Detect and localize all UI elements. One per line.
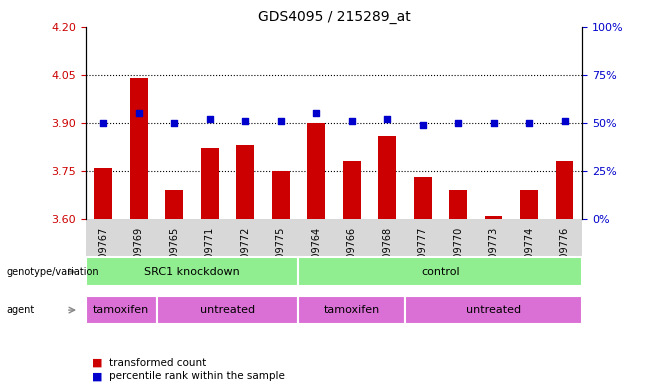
Point [98,120,109,126]
Bar [165,190,183,219]
Point [382,116,392,122]
Text: transformed count: transformed count [109,358,206,368]
Bar [343,161,361,219]
Bar [485,216,503,219]
Bar [414,177,432,219]
Point [169,120,180,126]
Point [559,118,570,124]
Text: tamoxifen: tamoxifen [324,305,380,315]
Point [311,110,322,116]
Text: percentile rank within the sample: percentile rank within the sample [109,371,284,381]
Bar [236,145,254,219]
Text: ■: ■ [92,358,103,368]
Point [240,118,251,124]
Bar [130,78,147,219]
Bar [272,171,290,219]
Text: SRC1 knockdown: SRC1 knockdown [144,266,240,277]
Point [488,120,499,126]
Bar [449,190,467,219]
Bar [94,168,112,219]
Point [524,120,534,126]
Text: untreated: untreated [200,305,255,315]
Text: control: control [421,266,460,277]
Point [205,116,215,122]
Bar [520,190,538,219]
Text: untreated: untreated [466,305,521,315]
Text: genotype/variation: genotype/variation [7,266,99,277]
Point [417,122,428,128]
Point [134,110,144,116]
Title: GDS4095 / 215289_at: GDS4095 / 215289_at [257,10,411,25]
Point [346,118,357,124]
Point [276,118,286,124]
Point [453,120,463,126]
Text: agent: agent [7,305,35,315]
Bar [556,161,574,219]
Text: tamoxifen: tamoxifen [93,305,149,315]
Bar [378,136,396,219]
Text: ■: ■ [92,371,103,381]
Bar [201,149,218,219]
Bar [307,123,325,219]
